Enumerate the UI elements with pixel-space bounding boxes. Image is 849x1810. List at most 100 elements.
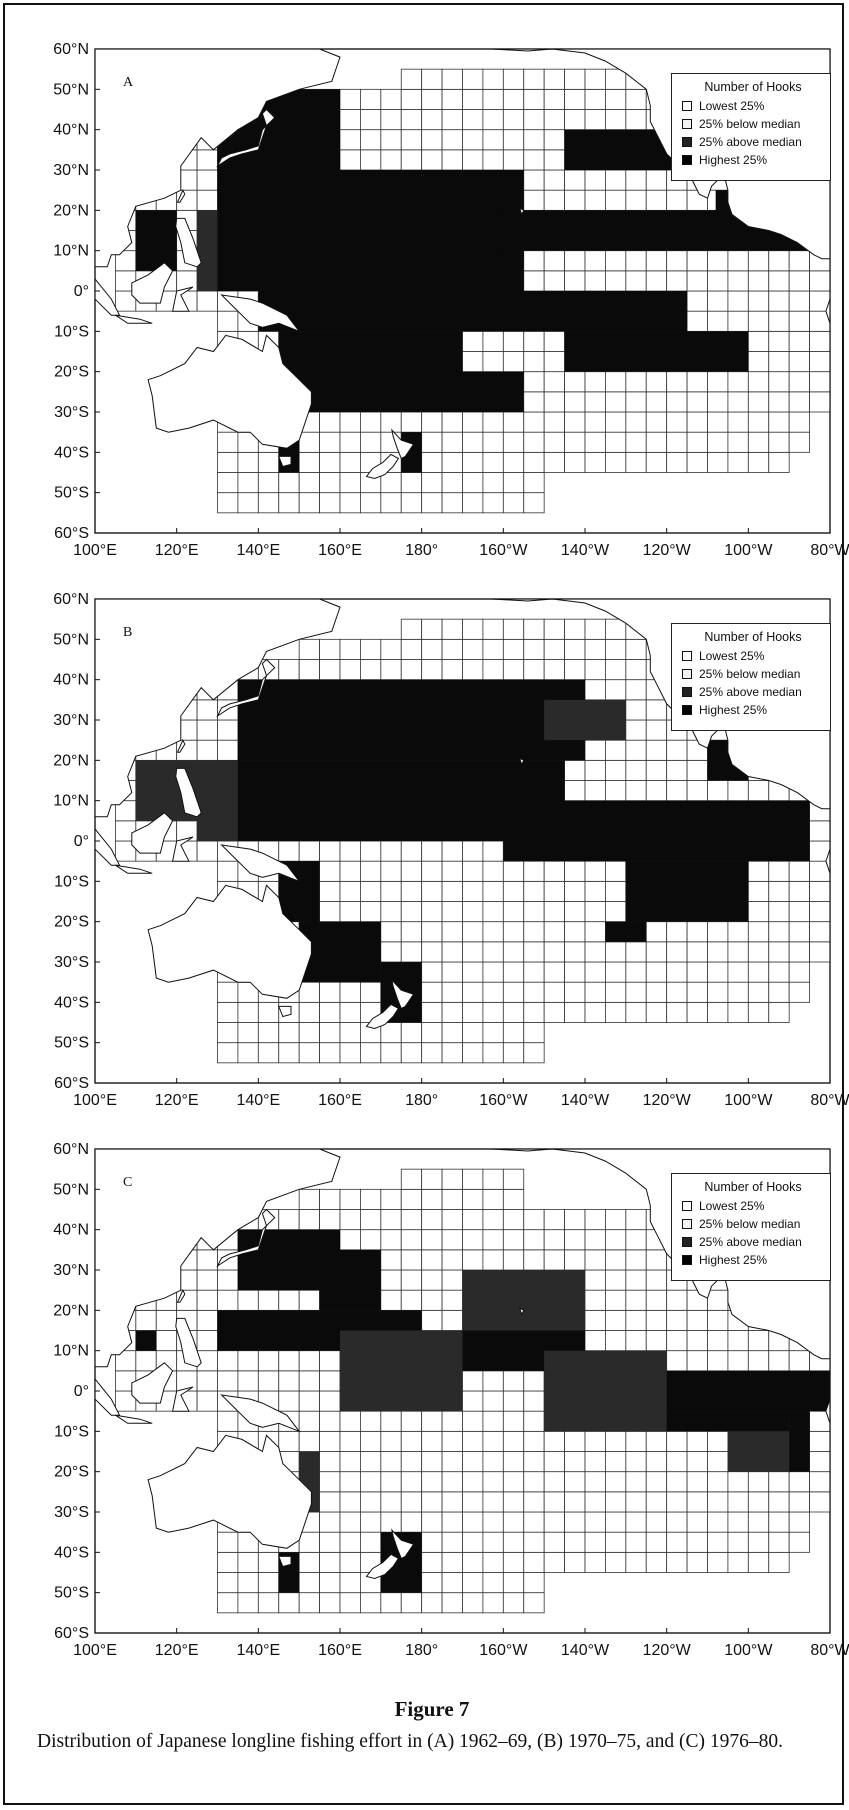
grid-cell (584, 880, 606, 902)
effort-above-median (727, 1431, 790, 1472)
y-tick-label: 60°N (53, 41, 89, 58)
grid-cell (421, 492, 443, 514)
grid-cell (400, 109, 423, 131)
tasmania (278, 1555, 292, 1568)
hawaii (518, 757, 525, 766)
grid-cell (482, 1410, 504, 1432)
legend-item-above-median: 25% above median (682, 685, 824, 699)
grid-cell (155, 1330, 178, 1352)
grid-cell (319, 1350, 341, 1372)
grid-cell (686, 270, 708, 292)
grid-cell (686, 921, 708, 943)
grid-cell (543, 901, 565, 923)
grid-cell (543, 1531, 565, 1553)
grid-cell (564, 451, 586, 473)
figure-caption: Figure 7 Distribution of Japanese longli… (37, 1697, 827, 1755)
grid-cell (217, 981, 239, 1003)
grid-cell (217, 860, 239, 882)
grid-cell (625, 1229, 647, 1251)
grid-cell (360, 1188, 382, 1210)
grid-cell (360, 1229, 382, 1251)
grid-cell (584, 1249, 606, 1271)
grid-cell (768, 1001, 790, 1023)
grid-cell (462, 492, 484, 514)
grid-cell (584, 1229, 606, 1251)
grid-cell (380, 411, 402, 433)
grid-cell (462, 1491, 484, 1513)
grid-cell (707, 1001, 729, 1023)
grid-cell (502, 1592, 525, 1614)
grid-cell (625, 638, 647, 660)
x-tick-label: 180° (405, 542, 438, 559)
grid-cell (421, 68, 443, 90)
grid-cell (502, 129, 525, 151)
grid-cell (421, 961, 443, 983)
grid-cell (482, 109, 504, 131)
x-tick-label: 160°W (479, 1092, 528, 1109)
grid-cell (278, 1289, 300, 1311)
grid-cell (502, 1531, 525, 1553)
grid-cell (523, 1001, 545, 1023)
y-tick-label: 50°N (53, 81, 89, 98)
grid-cell (605, 169, 627, 191)
grid-cell (319, 840, 341, 862)
grid-cell (400, 129, 423, 151)
grid-cell (339, 149, 361, 171)
grid-cell (747, 1330, 770, 1352)
y-tick-label: 30°S (54, 954, 89, 971)
grid-cell (564, 1531, 586, 1553)
grid-cell (237, 1572, 259, 1594)
grid-cell (421, 840, 443, 862)
grid-cell (747, 330, 770, 352)
grid-cell (400, 618, 423, 640)
grid-cell (747, 1001, 770, 1023)
grid-cell (768, 1531, 790, 1553)
grid-cell (360, 492, 382, 514)
effort-above-median (544, 699, 626, 741)
grid-cell (421, 1289, 443, 1311)
grid-cell (462, 1592, 484, 1614)
grid-cell (625, 1430, 647, 1452)
grid-cell (543, 109, 565, 131)
grid-cell (441, 1229, 463, 1251)
grid-cell (788, 860, 810, 882)
y-tick-label: 20°S (54, 914, 89, 931)
x-tick-label: 120°E (155, 1642, 199, 1659)
grid-cell (400, 1511, 423, 1533)
grid-cell (645, 981, 668, 1003)
grid-cell (707, 1330, 729, 1352)
grid-cell (645, 921, 668, 943)
grid-cell (788, 961, 810, 983)
grid-cell (441, 411, 463, 433)
y-tick-label: 60°S (54, 1075, 89, 1092)
grid-cell (502, 1042, 525, 1064)
grid-cell (482, 1430, 504, 1452)
grid-cell (645, 391, 668, 413)
grid-cell (584, 1001, 606, 1023)
grid-cell (686, 1330, 708, 1352)
grid-cell (441, 880, 463, 902)
grid-cell (196, 1390, 218, 1412)
grid-cell (523, 659, 545, 681)
new-zealand-north (391, 978, 415, 1010)
grid-cell (196, 290, 218, 312)
grid-cell (462, 880, 484, 902)
grid-cell (645, 1430, 668, 1452)
grid-cell (625, 270, 647, 292)
grid-cell (237, 1022, 259, 1044)
grid-cell (686, 310, 708, 332)
grid-cell (380, 88, 402, 110)
grid-cell (788, 411, 810, 433)
grid-cell (380, 1289, 402, 1311)
grid-cell (319, 1042, 341, 1064)
grid-cell (502, 1511, 525, 1533)
caption-text: Distribution of Japanese longline fishin… (37, 1731, 783, 1752)
grid-cell (625, 1551, 647, 1573)
grid-cell (319, 1531, 341, 1553)
x-tick-label: 140°E (236, 1092, 280, 1109)
grid-cell (543, 270, 565, 292)
grid-cell (462, 1168, 484, 1190)
grid-cell (564, 638, 586, 660)
grid-cell (360, 860, 382, 882)
grid-cell (727, 1001, 749, 1023)
